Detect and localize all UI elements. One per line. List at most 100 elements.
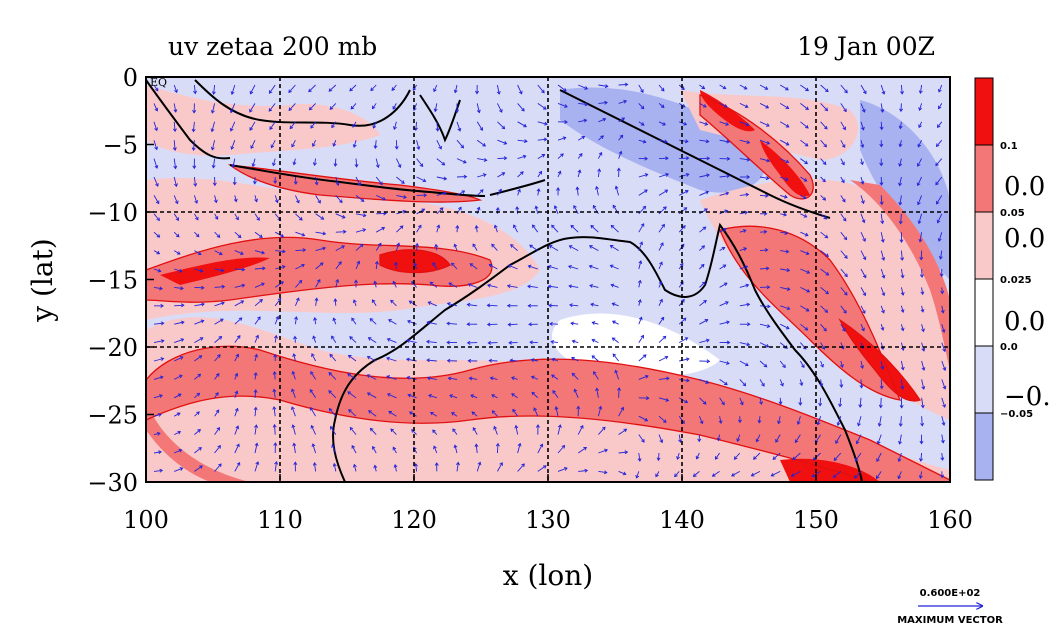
wind-vector: [696, 452, 700, 460]
wind-vector-head: [338, 261, 342, 265]
wind-vector: [254, 267, 265, 270]
wind-vector: [476, 462, 481, 472]
wind-vector: [941, 324, 945, 333]
wind-vector-head: [371, 105, 376, 110]
wind-vector-head: [446, 358, 451, 363]
wind-vector: [557, 171, 561, 178]
wind-vector-head: [221, 284, 226, 289]
wind-vector-head: [844, 89, 848, 94]
wind-vector: [231, 84, 236, 95]
wind-vector: [840, 379, 842, 388]
wind-vector: [312, 336, 317, 343]
wind-vector: [753, 452, 761, 460]
wind-vector: [291, 139, 296, 148]
wind-vector: [578, 102, 588, 106]
wind-vector-head: [180, 286, 184, 291]
wind-vector-head: [705, 139, 710, 144]
wind-vector-head: [763, 363, 768, 368]
wind-vector: [638, 103, 645, 110]
wind-vector: [537, 154, 545, 159]
wind-vector-head: [645, 374, 649, 379]
wind-vector-head: [798, 402, 803, 406]
wind-vector-head: [426, 376, 431, 381]
wind-vector: [936, 195, 943, 205]
wind-vector-head: [433, 445, 437, 450]
wind-vector-head: [160, 321, 165, 326]
wind-vector-head: [426, 358, 430, 363]
wind-vector-head: [433, 108, 438, 113]
wind-vector-head: [699, 420, 704, 425]
wind-vector: [434, 103, 438, 112]
wind-vector-head: [898, 163, 903, 167]
wind-vector: [214, 445, 221, 454]
wind-vector-head: [373, 280, 378, 285]
wind-vector: [449, 394, 458, 399]
wind-vector-head: [230, 91, 235, 96]
wind-vector-head: [493, 224, 498, 229]
wind-vector-head: [676, 456, 680, 460]
wind-vector-head: [466, 322, 471, 327]
wind-vector: [638, 241, 643, 251]
wind-vector: [430, 281, 438, 288]
wind-vector-head: [639, 241, 644, 246]
wind-vector: [731, 471, 741, 477]
wind-vector: [936, 139, 943, 147]
wind-vector-head: [506, 303, 511, 308]
wind-vector: [592, 339, 599, 344]
wind-vector-head: [684, 190, 689, 194]
wind-vector-head: [272, 423, 277, 428]
wind-vector: [759, 84, 768, 90]
wind-vector-head: [640, 223, 645, 227]
wind-vector: [433, 84, 438, 92]
wind-vector: [699, 264, 705, 270]
wind-vector: [860, 158, 864, 165]
wind-vector-head: [805, 106, 809, 111]
wind-vector-head: [920, 308, 925, 313]
wind-vector-head: [352, 463, 357, 468]
wind-vector: [211, 103, 216, 114]
wind-vector-head: [783, 194, 788, 199]
wind-vector-head: [802, 195, 807, 200]
wind-vector-head: [660, 316, 665, 321]
wind-vector: [173, 231, 180, 238]
wind-vector-head: [455, 461, 460, 466]
wind-vector-head: [351, 444, 356, 449]
wind-vector-head: [880, 239, 885, 243]
wind-vector-head: [479, 189, 484, 193]
wind-vector: [778, 416, 781, 424]
wind-vector-head: [341, 214, 346, 219]
wind-vector: [174, 321, 184, 325]
contour-jet-south-inner: [146, 395, 871, 482]
wind-vector-head: [421, 208, 426, 213]
wind-vector-head: [439, 207, 444, 211]
wind-vector: [412, 84, 417, 91]
wind-vector-head: [937, 88, 942, 93]
wind-vector-head: [610, 224, 615, 229]
wind-vector-head: [578, 153, 583, 157]
wind-vector: [719, 139, 730, 143]
wind-vector-head: [451, 412, 455, 416]
wind-vector-head: [397, 164, 402, 168]
wind-vector-head: [487, 340, 492, 345]
wind-vector: [477, 158, 487, 161]
wind-vector-head: [862, 292, 867, 297]
wind-vector: [372, 299, 377, 307]
wind-vector: [370, 84, 377, 91]
wind-vector: [678, 397, 688, 403]
wind-vector-head: [235, 353, 240, 358]
wind-vector-head: [314, 297, 319, 302]
wind-vector-head: [916, 182, 921, 187]
wind-vector-head: [683, 121, 688, 126]
wind-vector: [254, 250, 265, 254]
wind-vector: [699, 378, 709, 384]
wind-vector: [274, 424, 276, 435]
wind-vector-head: [591, 355, 596, 359]
wind-vector: [840, 121, 846, 130]
wind-vector-head: [426, 339, 430, 344]
wind-vector-head: [319, 262, 324, 266]
wind-vector-head: [423, 193, 428, 198]
wind-vector-head: [557, 170, 562, 175]
wind-vector-head: [375, 164, 380, 169]
wind-vector-head: [512, 408, 516, 413]
wind-vector: [569, 285, 579, 288]
